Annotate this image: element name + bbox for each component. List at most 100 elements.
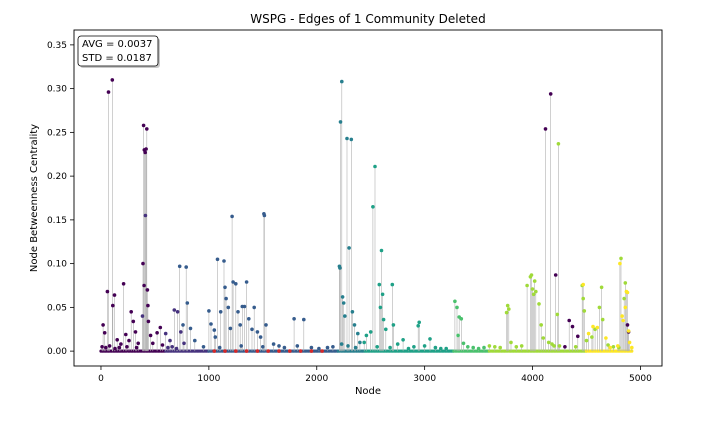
data-point	[142, 283, 146, 288]
data-point	[230, 214, 234, 219]
data-point	[541, 336, 546, 340]
data-point	[504, 310, 509, 315]
data-point	[172, 308, 177, 312]
data-point	[343, 314, 347, 318]
data-point	[155, 331, 159, 335]
stem-lines	[101, 79, 633, 352]
data-point	[298, 349, 303, 353]
data-point	[222, 259, 226, 263]
data-point	[255, 349, 260, 353]
data-point	[340, 295, 345, 299]
data-point	[247, 317, 251, 321]
y-axis-label: Node Betweenness Centrality	[29, 124, 40, 272]
data-point	[177, 264, 182, 269]
data-point	[201, 345, 206, 349]
data-point	[277, 349, 281, 353]
data-point	[455, 305, 459, 310]
data-point	[104, 345, 108, 350]
data-point	[476, 346, 481, 351]
y-tick-label: 0.15	[47, 216, 67, 226]
data-point	[244, 349, 249, 353]
data-point	[231, 280, 235, 284]
data-point	[160, 343, 165, 347]
data-point	[107, 344, 112, 348]
data-point	[378, 305, 383, 310]
data-point	[212, 349, 217, 353]
x-tick-label: 1000	[197, 374, 220, 384]
data-point	[144, 147, 148, 151]
data-point	[349, 137, 354, 142]
data-point	[174, 346, 179, 351]
data-point	[537, 302, 541, 306]
data-point	[115, 338, 119, 342]
axes: 0 1000 2000 3000 4000 5000 0.00 0.05 0.10 0.15 0.2…	[47, 41, 652, 384]
data-point	[395, 342, 400, 346]
data-point	[625, 290, 630, 295]
data-point	[145, 288, 150, 292]
data-point	[119, 342, 123, 346]
data-point	[531, 292, 536, 297]
data-point	[193, 338, 197, 343]
data-point	[110, 78, 115, 82]
data-point	[168, 338, 172, 343]
data-point	[623, 281, 628, 285]
data-point	[493, 345, 497, 349]
data-point	[146, 303, 150, 308]
data-point	[111, 303, 115, 308]
data-point	[567, 318, 571, 323]
data-point	[530, 287, 535, 291]
data-point	[143, 150, 147, 155]
data-point	[553, 273, 558, 277]
data-point	[390, 282, 395, 287]
stats-box: AVG = 0.0037 STD = 0.0187	[77, 35, 160, 68]
data-point	[217, 345, 222, 350]
data-point	[532, 279, 537, 283]
data-point	[215, 257, 220, 262]
y-tick-label: 0.20	[47, 172, 67, 182]
data-point	[346, 344, 350, 348]
data-point	[224, 296, 228, 301]
data-point	[514, 345, 519, 349]
data-point	[626, 329, 631, 333]
data-point	[557, 344, 562, 348]
data-point	[406, 346, 411, 351]
x-tick-label: 0	[98, 374, 104, 384]
data-point	[373, 164, 377, 169]
data-point	[295, 344, 300, 348]
data-point	[358, 340, 362, 345]
data-point	[101, 323, 105, 327]
data-point	[482, 345, 486, 350]
data-point	[163, 331, 168, 336]
data-point	[121, 282, 126, 286]
data-point	[364, 333, 369, 338]
data-point	[606, 343, 610, 347]
data-point	[590, 335, 594, 339]
data-point	[525, 283, 529, 288]
x-axis-label: Node	[355, 386, 381, 397]
data-point	[556, 142, 561, 146]
data-point	[258, 335, 263, 339]
data-point	[600, 317, 605, 322]
data-point	[586, 331, 591, 336]
data-point	[507, 307, 511, 311]
data-point	[505, 303, 510, 308]
data-point	[309, 349, 314, 353]
data-point	[170, 345, 174, 349]
data-point	[218, 310, 223, 314]
data-point	[288, 349, 292, 353]
data-point	[375, 345, 380, 349]
data-point	[261, 345, 265, 349]
x-tick-label: 4000	[521, 374, 544, 384]
data-point	[143, 213, 148, 218]
data-point	[444, 346, 449, 351]
data-point	[228, 326, 233, 331]
data-point	[552, 344, 556, 348]
data-point	[133, 330, 138, 334]
data-point	[250, 327, 254, 332]
stats-box-background	[77, 35, 159, 67]
data-point	[623, 305, 628, 310]
data-point	[184, 265, 188, 269]
data-point	[417, 320, 422, 325]
data-point	[630, 345, 634, 350]
